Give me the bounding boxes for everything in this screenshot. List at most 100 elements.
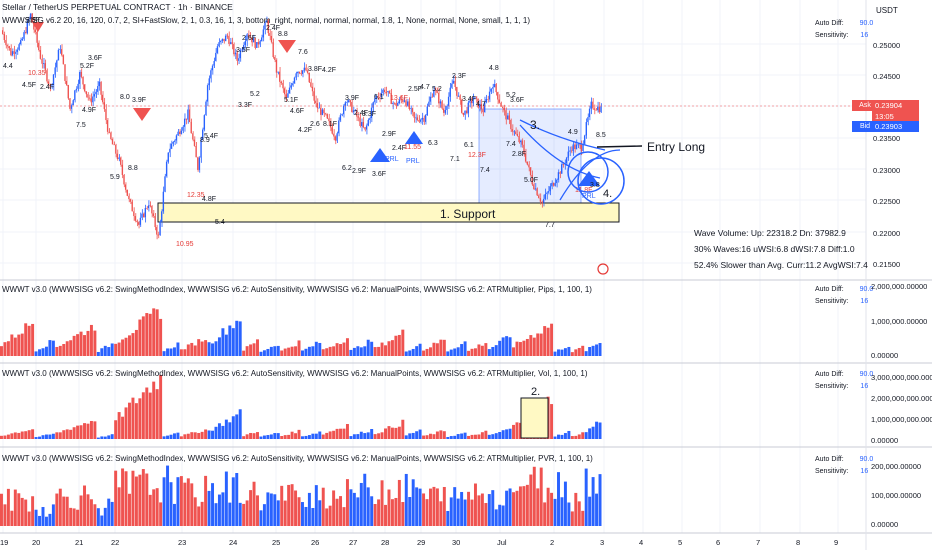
- price-candle: [188, 109, 190, 123]
- indicator-bar: [332, 430, 336, 439]
- indicator-bar: [366, 432, 370, 439]
- indicator-bar: [560, 349, 564, 356]
- indicator-bar: [72, 427, 76, 439]
- price-candle: [295, 73, 297, 78]
- price-candle: [324, 113, 326, 115]
- indicator-bar: [335, 343, 339, 356]
- price-candle: [434, 89, 436, 91]
- indicator-bar: [377, 433, 381, 439]
- indicator-bar: [0, 435, 3, 439]
- price-candle: [124, 184, 126, 190]
- indicator-bar: [477, 344, 481, 356]
- indicator-bar: [121, 468, 125, 526]
- indicator-bar: [273, 433, 277, 439]
- indicator-bar: [169, 434, 173, 439]
- indicator-bar: [27, 430, 31, 439]
- indicator-bar: [314, 485, 318, 526]
- indicator-bar: [69, 340, 73, 356]
- indicator-bar: [570, 436, 574, 439]
- indicator-bar: [103, 345, 107, 356]
- indicator-bar: [525, 484, 529, 526]
- indicator-bar: [83, 485, 86, 526]
- indicator-bar: [470, 499, 474, 526]
- indicator-bar: [411, 348, 415, 356]
- indicator-bar: [34, 351, 38, 356]
- price-candle: [95, 91, 97, 95]
- price-tick: 0.22500: [873, 197, 901, 206]
- price-candle: [293, 77, 295, 84]
- indicator-bar: [491, 490, 495, 526]
- price-candle: [59, 49, 61, 50]
- indicator-bar: [498, 504, 502, 526]
- price-candle: [128, 195, 130, 200]
- indicator-bar: [591, 345, 595, 356]
- price-candle: [15, 51, 17, 54]
- indicator-bar: [179, 436, 183, 439]
- indicator-bar: [162, 436, 166, 439]
- price-candle: [493, 84, 495, 88]
- circle-marker-small[interactable]: [567, 151, 609, 193]
- indicator-bar: [432, 434, 436, 439]
- indicator-bar: [228, 422, 232, 439]
- price-candle: [218, 42, 220, 47]
- price-candle: [179, 131, 181, 134]
- indicator-bar: [103, 507, 107, 526]
- indicator-bar: [114, 420, 118, 439]
- indicator-bar: [332, 346, 336, 356]
- indicator-bar: [159, 502, 163, 526]
- price-candle: [320, 107, 322, 115]
- indicator-bar: [384, 428, 387, 439]
- indicator-bar: [463, 432, 467, 439]
- price-candle: [106, 120, 108, 132]
- indicator-bar: [598, 343, 602, 356]
- indicator-bar: [249, 344, 253, 356]
- entry-long-line[interactable]: [596, 145, 643, 148]
- price-candle: [369, 117, 371, 120]
- indicator-bar: [124, 407, 128, 439]
- wave-label: 4.7: [476, 101, 486, 108]
- indicator-bar: [13, 489, 17, 526]
- price-candle: [51, 85, 53, 86]
- indicator-bar: [477, 495, 481, 526]
- price-candle: [257, 42, 259, 45]
- price-candle: [357, 116, 359, 118]
- indicator-bar: [349, 436, 353, 439]
- indicator-bar: [183, 434, 187, 439]
- pane-1-tick: 0.00000: [871, 351, 899, 360]
- price-candle: [562, 164, 564, 165]
- price-candle: [182, 126, 184, 131]
- price-candle: [231, 42, 233, 45]
- indicator-bar: [207, 430, 211, 439]
- price-candle: [402, 100, 404, 102]
- circle-marker-4[interactable]: [577, 157, 625, 205]
- indicator-bar: [17, 334, 21, 356]
- price-candle: [446, 105, 448, 111]
- wave-label: 8.0: [120, 94, 130, 101]
- indicator-bar: [342, 342, 346, 356]
- indicator-bar: [17, 493, 21, 526]
- indicator-bar: [24, 499, 28, 526]
- price-candle: [5, 40, 7, 46]
- price-candle: [56, 60, 58, 68]
- indicator-bar: [190, 432, 194, 439]
- indicator-bar: [301, 436, 304, 439]
- indicator-bar: [3, 504, 7, 526]
- indicator-bar: [235, 414, 239, 439]
- indicator-bar: [273, 346, 277, 356]
- price-candle: [290, 85, 292, 88]
- replay-icon[interactable]: [597, 263, 609, 275]
- price-candle: [305, 67, 307, 71]
- vol-box-2[interactable]: [520, 397, 549, 439]
- support-zone[interactable]: [157, 202, 620, 223]
- price-candle: [144, 208, 146, 218]
- indicator-bar: [463, 341, 467, 356]
- wave-label: 3.5F: [236, 47, 250, 54]
- price-candle: [67, 85, 69, 99]
- price-candle: [156, 227, 158, 235]
- price-candle: [413, 112, 415, 118]
- indicator-bar: [328, 431, 332, 439]
- price-candle: [441, 101, 443, 109]
- wave-label: 8.8: [128, 165, 138, 172]
